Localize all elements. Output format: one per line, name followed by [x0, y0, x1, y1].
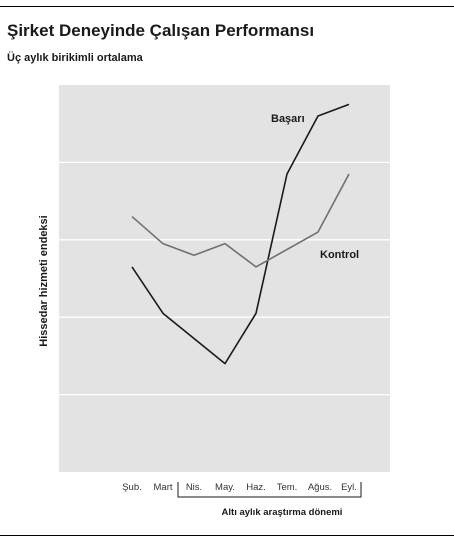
bottom-rule: [0, 535, 454, 536]
chart-title: Şirket Deneyinde Çalışan Performansı: [7, 21, 315, 40]
series-label-basari: Başarı: [271, 113, 305, 125]
x-axis-ticks: Şub. Mart Nis. May. Haz. Tem. Ağus. Eyl.: [122, 482, 357, 493]
x-tick-label: Ağus.: [308, 482, 332, 493]
x-tick-label: Haz.: [246, 482, 266, 493]
x-tick-label: Şub.: [122, 482, 142, 493]
series-line-kontrol: [131, 173, 350, 268]
research-period-bracket: [177, 482, 362, 498]
bracket-label: Altı aylık araştırma dönemi: [222, 507, 343, 518]
top-rule: [0, 6, 454, 7]
bracket-line: [177, 482, 362, 498]
x-tick-label: Eyl.: [341, 482, 357, 493]
gridlines: [59, 161, 390, 396]
x-tick-label: Tem.: [277, 482, 298, 493]
x-tick-label: Mart: [154, 482, 173, 493]
plot-background: [59, 85, 390, 472]
x-tick-label: Nis.: [186, 482, 202, 493]
y-axis-label: Hissedar hizmeti endeksi: [38, 215, 50, 346]
series-layer: [131, 103, 350, 365]
x-tick-label: May.: [215, 482, 235, 493]
series-line-basari: [131, 103, 350, 365]
chart-subtitle: Üç aylık birikimli ortalama: [7, 52, 143, 64]
series-label-kontrol: Kontrol: [320, 249, 359, 261]
